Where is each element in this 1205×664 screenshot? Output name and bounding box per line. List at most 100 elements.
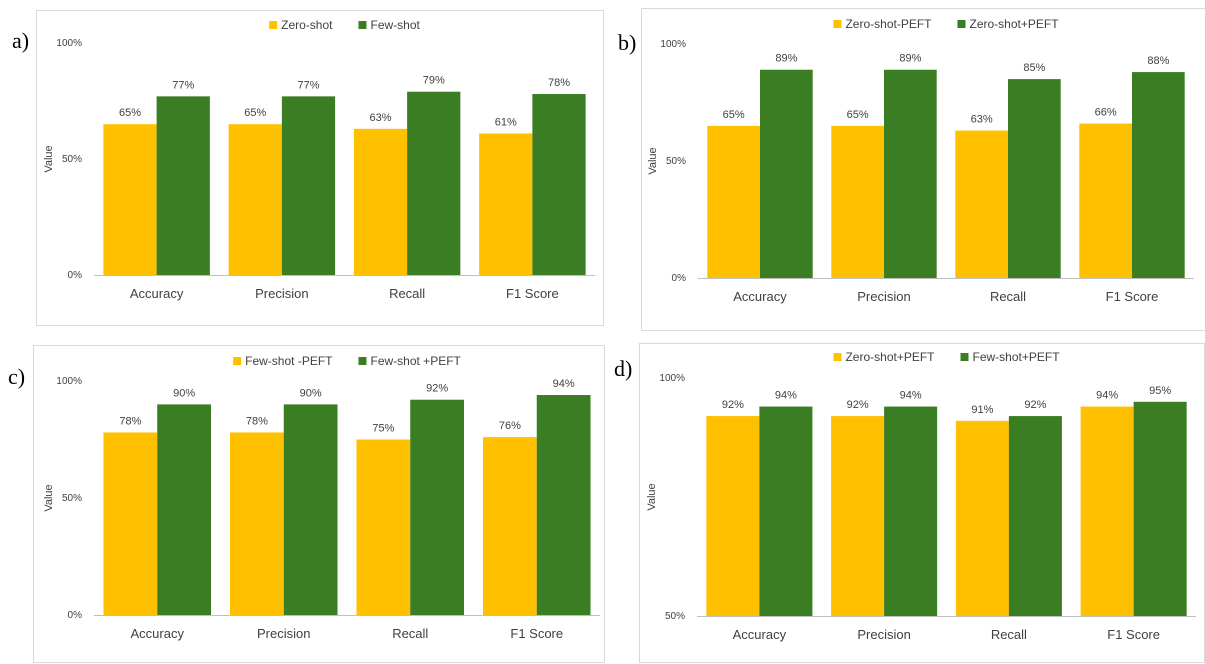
legend-swatch-few-shot-peft — [358, 357, 367, 365]
data-label-few-shot-recall: 79% — [423, 75, 445, 87]
bar-few-shot-peft-precision — [229, 432, 284, 615]
y-axis-label: Value — [647, 147, 659, 174]
x-tick-label-precision: Precision — [857, 627, 910, 642]
data-label-zero-shot-peft-accuracy: 92% — [722, 399, 744, 411]
legend-label-few-shot: Few-shot — [371, 18, 421, 32]
bar-zero-shot-peft-f1-score — [1132, 72, 1185, 278]
bar-few-shot-peft-recall — [410, 399, 465, 615]
y-tick-label: 50% — [666, 156, 686, 167]
bar-few-shot-peft-f1-score — [1133, 401, 1187, 616]
data-label-zero-shot-peft-accuracy: 65% — [723, 109, 745, 121]
data-label-few-shot-peft-f1-score: 94% — [553, 378, 575, 390]
y-axis-label: Value — [646, 483, 658, 510]
data-label-few-shot-peft-accuracy: 78% — [119, 415, 141, 427]
y-axis-label: Value — [43, 484, 55, 511]
data-label-zero-shot-peft-recall: 91% — [971, 404, 993, 416]
y-tick-label: 100% — [56, 376, 82, 387]
bar-zero-shot-peft-accuracy — [760, 69, 813, 278]
data-label-zero-shot-peft-precision: 92% — [847, 399, 869, 411]
y-tick-label: 50% — [62, 154, 82, 165]
chart-svg: 0% 50% 100% Value 78% 90% Accuracy 78% 90% Precis… — [43, 354, 600, 641]
bar-few-shot-f1-score — [532, 94, 586, 275]
data-label-zero-shot-peft-recall: 85% — [1023, 62, 1045, 74]
data-label-zero-shot-precision: 65% — [244, 107, 266, 119]
bar-zero-shot-peft-accuracy — [706, 416, 760, 616]
bar-zero-shot-precision — [228, 124, 282, 275]
data-label-zero-shot-recall: 63% — [369, 112, 391, 124]
data-label-few-shot-precision: 77% — [297, 79, 319, 91]
bar-few-shot-recall — [407, 91, 461, 275]
data-label-few-shot-peft-accuracy: 94% — [775, 390, 797, 402]
y-tick-label: 100% — [56, 38, 82, 49]
x-tick-label-precision: Precision — [255, 286, 308, 301]
bar-few-shot-peft-precision — [283, 404, 338, 615]
legend: Zero-shot Few-shot — [269, 18, 421, 32]
x-tick-label-precision: Precision — [857, 289, 910, 304]
data-label-zero-shot-peft-accuracy: 89% — [775, 53, 797, 65]
panel-label-c: c) — [8, 364, 26, 389]
legend-swatch-zero-shot-peft — [833, 20, 842, 28]
legend: Few-shot -PEFT Few-shot +PEFT — [233, 354, 462, 368]
x-tick-label-accuracy: Accuracy — [733, 627, 787, 642]
bar-few-shot-peft-recall — [1008, 416, 1062, 616]
y-tick-label: 50% — [62, 493, 82, 504]
x-tick-label-f1-score: F1 Score — [510, 626, 563, 641]
data-label-few-shot-peft-precision: 78% — [246, 415, 268, 427]
legend: Zero-shot-PEFT Zero-shot+PEFT — [833, 17, 1059, 31]
legend-swatch-few-shot-peft — [960, 353, 969, 361]
x-tick-label-f1-score: F1 Score — [1106, 289, 1159, 304]
bar-zero-shot-peft-accuracy — [707, 125, 760, 279]
x-tick-label-accuracy: Accuracy — [130, 286, 184, 301]
y-axis-label: Value — [43, 145, 55, 172]
legend-swatch-few-shot — [358, 21, 367, 29]
bar-few-shot-peft-recall — [356, 439, 411, 615]
y-tick-label: 0% — [68, 270, 83, 281]
legend-swatch-few-shot-peft — [233, 357, 242, 365]
bar-zero-shot-peft-recall — [1008, 79, 1061, 278]
bar-few-shot-peft-accuracy — [103, 432, 158, 615]
bar-few-shot-peft-f1-score — [536, 395, 591, 615]
panel-label-b: b) — [618, 30, 637, 55]
y-tick-label: 0% — [672, 273, 687, 284]
chart-svg: 0% 50% 100% Value 65% 77% Accuracy 65% 77% Precis… — [43, 18, 595, 301]
y-tick-label: 0% — [68, 610, 83, 621]
bar-few-shot-accuracy — [156, 96, 210, 275]
legend-label-few-shot-peft: Few-shot +PEFT — [371, 354, 462, 368]
y-tick-label: 100% — [659, 373, 685, 384]
legend-label-zero-shot-peft: Zero-shot+PEFT — [845, 350, 935, 364]
data-label-few-shot-peft-f1-score: 76% — [499, 420, 521, 432]
bar-few-shot-precision — [281, 96, 336, 275]
x-tick-label-recall: Recall — [990, 289, 1026, 304]
bar-zero-shot-accuracy — [103, 124, 157, 275]
data-label-zero-shot-peft-f1-score: 88% — [1147, 55, 1169, 67]
legend-swatch-zero-shot-peft — [957, 20, 966, 28]
x-tick-label-accuracy: Accuracy — [733, 289, 787, 304]
legend-label-few-shot-peft: Few-shot+PEFT — [973, 350, 1061, 364]
bar-zero-shot-peft-recall — [955, 420, 1009, 616]
bar-zero-shot-peft-f1-score — [1079, 123, 1132, 278]
bar-zero-shot-recall — [353, 128, 408, 275]
bar-zero-shot-peft-recall — [955, 130, 1008, 278]
chart-svg: 0% 50% 100% Value 65% 89% Accuracy 65% 89% Precis… — [647, 17, 1194, 304]
x-tick-label-f1-score: F1 Score — [1107, 627, 1160, 642]
legend-label-few-shot-peft: Few-shot -PEFT — [245, 354, 333, 368]
panel-label-a: a) — [12, 28, 30, 53]
data-label-zero-shot-peft-recall: 63% — [971, 114, 993, 126]
bar-zero-shot-f1-score — [479, 133, 533, 275]
x-tick-label-recall: Recall — [392, 626, 428, 641]
chart-b: 0% 50% 100% Value 65% 89% Accuracy 65% 89% Precis… — [641, 8, 1205, 331]
bar-zero-shot-peft-precision — [884, 69, 937, 278]
data-label-zero-shot-f1-score: 61% — [495, 116, 517, 128]
data-label-zero-shot-peft-precision: 65% — [847, 109, 869, 121]
data-label-few-shot-f1-score: 78% — [548, 77, 570, 89]
data-label-few-shot-peft-precision: 90% — [300, 387, 322, 399]
x-tick-label-precision: Precision — [257, 626, 310, 641]
data-label-few-shot-accuracy: 77% — [172, 79, 194, 91]
x-tick-label-f1-score: F1 Score — [506, 286, 559, 301]
legend-label-zero-shot-peft: Zero-shot+PEFT — [969, 17, 1059, 31]
legend-swatch-zero-shot — [269, 21, 278, 29]
panel-label-d: d) — [614, 356, 633, 381]
bar-few-shot-peft-accuracy — [157, 404, 212, 615]
legend-label-zero-shot-peft: Zero-shot-PEFT — [845, 17, 932, 31]
x-tick-label-recall: Recall — [991, 627, 1027, 642]
